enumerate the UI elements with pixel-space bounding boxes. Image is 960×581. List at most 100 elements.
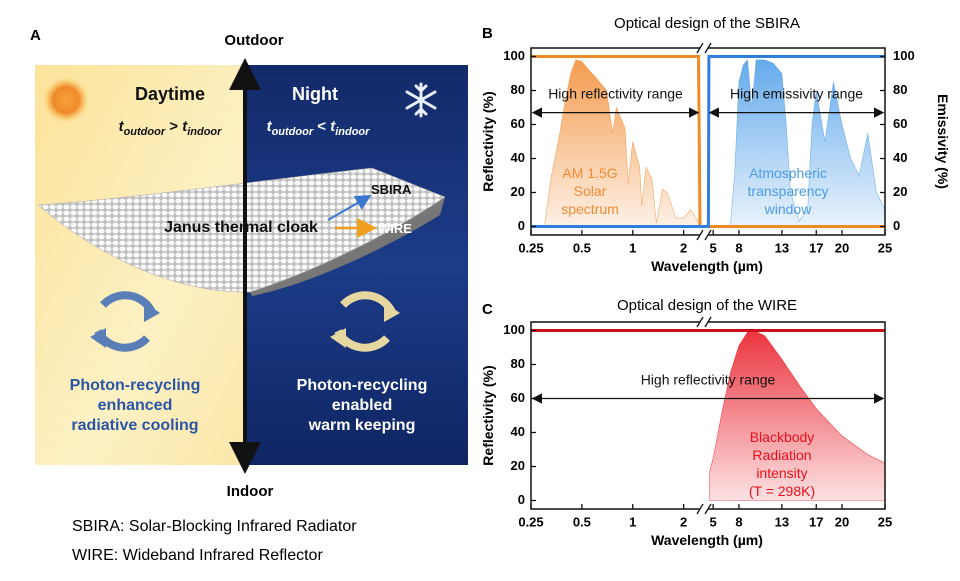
- operator: >: [165, 118, 182, 135]
- x-tick-label: 17: [809, 240, 823, 255]
- x-axis-label: Wavelength (µm): [651, 258, 763, 274]
- chart-title: Optical design of the SBIRA: [614, 15, 800, 32]
- operator: <: [313, 118, 330, 135]
- x-tick-label: 20: [835, 514, 849, 529]
- area: [709, 330, 886, 501]
- axis-break-mark: [704, 503, 712, 515]
- y2-tick-label: 20: [893, 184, 907, 199]
- outdoor-label: Outdoor: [224, 32, 283, 49]
- panel-a: A Daytime toutdoor > tindoor Night toutd…: [30, 27, 468, 564]
- series-label: intensity: [756, 465, 807, 481]
- day-condition: toutdoor > tindoor: [119, 118, 223, 138]
- y2-tick-label: 100: [893, 48, 915, 63]
- x-tick-label: 0.5: [573, 514, 591, 529]
- var: t: [267, 118, 273, 135]
- y2-tick-label: 0: [893, 218, 900, 233]
- sbira-arrow: [327, 195, 372, 221]
- x-tick-label: 5: [710, 240, 717, 255]
- panel-label: A: [30, 27, 41, 44]
- axis-break-mark: [696, 503, 704, 515]
- x-tick-label: 13: [775, 240, 789, 255]
- axis-break-mark: [704, 316, 712, 328]
- series-label: Atmospheric: [749, 165, 827, 181]
- axis-break: [700, 317, 708, 327]
- area: [729, 59, 886, 227]
- night-title: Night: [292, 84, 338, 104]
- subscript: outdoor: [272, 126, 314, 138]
- annotation: High reflectivity range: [641, 372, 776, 388]
- x-tick-label: 8: [735, 514, 742, 529]
- y-axis-label: Reflectivity (%): [480, 365, 496, 465]
- day-caption: radiative cooling: [71, 417, 198, 434]
- x-tick-label: 5: [710, 514, 717, 529]
- line: [531, 55, 885, 228]
- subscript: indoor: [187, 126, 222, 138]
- subscript: outdoor: [124, 126, 166, 138]
- x-tick-label: 2: [680, 240, 687, 255]
- var: t: [330, 118, 336, 135]
- x-tick-label: 1: [629, 514, 636, 529]
- series-label: AM 1.5G: [562, 165, 617, 181]
- y2-tick-label: 80: [893, 82, 907, 97]
- night-caption: Photon-recycling: [297, 377, 428, 394]
- x-axis-label: Wavelength (µm): [651, 532, 763, 548]
- y-tick-label: 80: [511, 82, 525, 97]
- x-tick-label: 20: [835, 240, 849, 255]
- day-caption: enhanced: [98, 397, 173, 414]
- axis-break-mark: [696, 229, 704, 241]
- line: [531, 55, 885, 228]
- panel-label: B: [482, 25, 493, 42]
- x-tick-label: 0.25: [518, 514, 543, 529]
- y-tick-label: 0: [518, 492, 525, 507]
- axis-break-mark: [696, 42, 704, 54]
- area: [544, 59, 701, 227]
- x-tick-label: 0.25: [518, 240, 543, 255]
- x-tick-label: 25: [878, 240, 892, 255]
- y-tick-label: 60: [511, 116, 525, 131]
- snowflake-icon: [405, 82, 437, 118]
- recycle-icon-night: [330, 291, 400, 352]
- series-label: spectrum: [561, 201, 619, 217]
- panel-label: C: [482, 301, 493, 318]
- y-tick-label: 80: [511, 356, 525, 371]
- cloak-label: Janus thermal cloak: [164, 219, 318, 236]
- axis-break-mark: [704, 229, 712, 241]
- x-tick-label: 0.5: [573, 240, 591, 255]
- series-label: Solar: [574, 183, 607, 199]
- y-tick-label: 20: [511, 184, 525, 199]
- axis-break: [700, 230, 708, 240]
- night-caption: enabled: [332, 397, 392, 414]
- series-label: (T = 298K): [749, 483, 815, 499]
- wire-label: WIRE: [378, 221, 412, 236]
- indoor-label: Indoor: [227, 483, 274, 500]
- day-title: Daytime: [135, 84, 205, 104]
- annotation: High reflectivity range: [548, 86, 683, 102]
- axis-break-mark: [704, 42, 712, 54]
- y-tick-label: 0: [518, 218, 525, 233]
- sun-icon: [42, 76, 90, 124]
- x-tick-label: 2: [680, 514, 687, 529]
- day-caption: Photon-recycling: [70, 377, 201, 394]
- cloak-underside: [250, 197, 445, 296]
- series-label: Radiation: [752, 447, 811, 463]
- y-tick-label: 100: [503, 322, 525, 337]
- recycle-icon-day: [90, 291, 160, 352]
- night-condition: toutdoor < tindoor: [267, 118, 371, 138]
- series-label: window: [764, 201, 813, 217]
- axis-break: [700, 43, 708, 53]
- axis-break-mark: [696, 316, 704, 328]
- x-tick-label: 8: [735, 240, 742, 255]
- x-tick-label: 25: [878, 514, 892, 529]
- night-caption: warm keeping: [308, 417, 416, 434]
- y-axis-label: Reflectivity (%): [480, 91, 496, 191]
- legend-text: WIRE: Wideband Infrared Reflector: [72, 547, 323, 564]
- legend-text: SBIRA: Solar-Blocking Infrared Radiator: [72, 518, 357, 535]
- y-tick-label: 40: [511, 424, 525, 439]
- sbira-label: SBIRA: [371, 182, 412, 197]
- series-label: Blackbody: [750, 429, 815, 445]
- x-tick-label: 13: [775, 514, 789, 529]
- y-tick-label: 100: [503, 48, 525, 63]
- y-tick-label: 60: [511, 390, 525, 405]
- chart-title: Optical design of the WIRE: [617, 297, 797, 314]
